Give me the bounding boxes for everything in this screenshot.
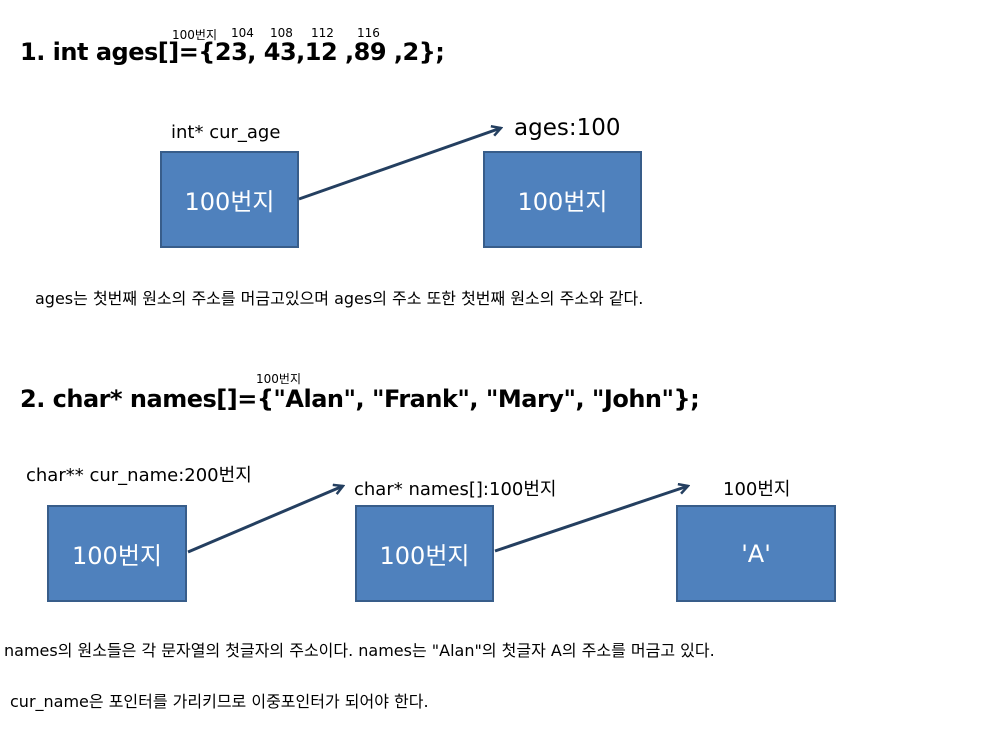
cur-name-box: 100번지 (47, 505, 187, 602)
address-label-104: 104 (231, 26, 254, 40)
address-label-112: 112 (311, 26, 334, 40)
cur-name-label: char** cur_name:200번지 (26, 465, 252, 486)
names-box: 100번지 (355, 505, 494, 602)
section2-note2: cur_name은 포인터를 가리키므로 이중포인터가 되어야 한다. (10, 692, 429, 711)
cur-name-box-value: 100번지 (72, 542, 162, 570)
section2-note1: names의 원소들은 각 문자열의 첫글자의 주소이다. names는 "Al… (4, 641, 715, 660)
char-a-label: 100번지 (723, 479, 791, 500)
cur-age-box-value: 100번지 (184, 188, 275, 216)
address-label-100: 100번지 (172, 28, 217, 42)
char-a-box: 'A' (676, 505, 836, 602)
section1-note: ages는 첫번째 원소의 주소를 머금고있으며 ages의 주소 또한 첫번째… (35, 289, 644, 308)
names-box-value: 100번지 (379, 542, 470, 570)
ages-box: 100번지 (483, 151, 642, 248)
ages-label: ages:100 (514, 115, 621, 141)
cur-age-label: int* cur_age (171, 122, 281, 143)
cur-age-box: 100번지 (160, 151, 299, 248)
section2-heading: 2. char* names[]={"Alan", "Frank", "Mary… (20, 385, 700, 413)
address-label-116: 116 (357, 26, 380, 40)
address-label-108: 108 (270, 26, 293, 40)
section1-heading: 1. int ages[]={23, 43,12 ,89 ,2}; (20, 38, 445, 66)
address-label-alan: 100번지 (256, 372, 301, 386)
names-label: char* names[]:100번지 (354, 479, 557, 500)
arrow-cur-age-to-ages (298, 128, 501, 201)
arrow-names-to-char-a (494, 486, 688, 553)
ages-box-value: 100번지 (517, 188, 608, 216)
char-a-box-value: 'A' (741, 539, 771, 568)
arrow-cur-name-to-names (187, 486, 343, 554)
